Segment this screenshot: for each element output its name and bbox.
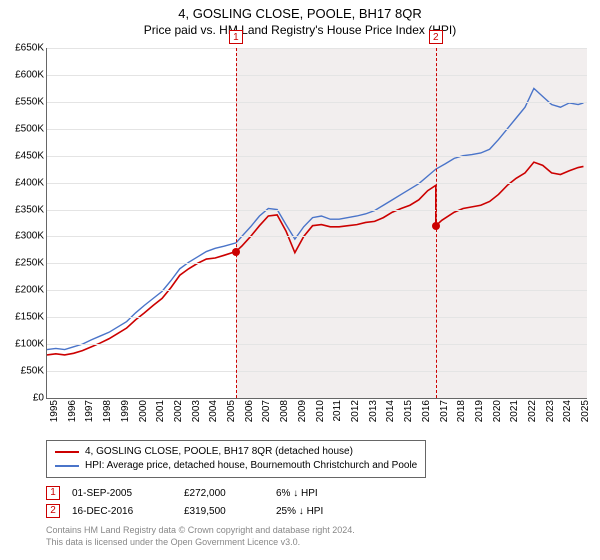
title-block: 4, GOSLING CLOSE, POOLE, BH17 8QR Price … — [0, 0, 600, 37]
y-axis-label: £350K — [4, 204, 44, 215]
sale-row: 2 16-DEC-2016 £319,500 25% ↓ HPI — [46, 502, 366, 520]
x-axis-label: 2019 — [474, 400, 485, 422]
series-hpi — [47, 88, 583, 349]
y-axis-label: £100K — [4, 339, 44, 350]
x-axis-label: 2005 — [226, 400, 237, 422]
x-axis-label: 2015 — [403, 400, 414, 422]
x-axis-label: 2016 — [421, 400, 432, 422]
gridline — [47, 156, 587, 157]
y-axis-label: £200K — [4, 285, 44, 296]
x-axis-label: 2018 — [456, 400, 467, 422]
gridline — [47, 129, 587, 130]
sale-row: 1 01-SEP-2005 £272,000 6% ↓ HPI — [46, 484, 366, 502]
x-axis-label: 2017 — [439, 400, 450, 422]
x-axis-label: 1997 — [84, 400, 95, 422]
y-axis-label: £50K — [4, 366, 44, 377]
y-axis-label: £450K — [4, 150, 44, 161]
chart-container: 4, GOSLING CLOSE, POOLE, BH17 8QR Price … — [0, 0, 600, 560]
gridline — [47, 48, 587, 49]
x-axis-label: 2012 — [350, 400, 361, 422]
series-price_paid — [47, 162, 583, 355]
marker-tag: 2 — [429, 30, 443, 44]
y-axis-label: £0 — [4, 393, 44, 404]
y-axis-label: £400K — [4, 177, 44, 188]
marker-dot — [232, 248, 240, 256]
chart-title: 4, GOSLING CLOSE, POOLE, BH17 8QR — [0, 6, 600, 21]
sale-date: 01-SEP-2005 — [72, 488, 172, 499]
footer-line: This data is licensed under the Open Gov… — [46, 536, 355, 548]
sale-tag: 2 — [46, 504, 60, 518]
sale-tag: 1 — [46, 486, 60, 500]
legend-item-price-paid: 4, GOSLING CLOSE, POOLE, BH17 8QR (detac… — [55, 445, 417, 459]
sales-table: 1 01-SEP-2005 £272,000 6% ↓ HPI 2 16-DEC-2016… — [46, 484, 366, 520]
x-axis-label: 2004 — [208, 400, 219, 422]
series-svg — [47, 48, 587, 398]
x-axis-label: 2022 — [527, 400, 538, 422]
x-axis-label: 2002 — [173, 400, 184, 422]
x-axis-label: 1998 — [102, 400, 113, 422]
x-axis-label: 2024 — [562, 400, 573, 422]
x-axis-label: 2010 — [315, 400, 326, 422]
gridline — [47, 102, 587, 103]
y-axis-label: £300K — [4, 231, 44, 242]
gridline — [47, 75, 587, 76]
x-axis-label: 2007 — [261, 400, 272, 422]
x-axis-label: 2023 — [545, 400, 556, 422]
y-axis-label: £550K — [4, 96, 44, 107]
legend-swatch — [55, 465, 79, 467]
x-axis-label: 1996 — [67, 400, 78, 422]
plot-area: 12 — [46, 48, 587, 399]
x-axis-label: 2008 — [279, 400, 290, 422]
sale-price: £272,000 — [184, 488, 264, 499]
marker-line — [236, 48, 237, 398]
legend-label: 4, GOSLING CLOSE, POOLE, BH17 8QR (detac… — [85, 445, 353, 459]
x-axis-label: 2013 — [368, 400, 379, 422]
gridline — [47, 236, 587, 237]
x-axis-label: 1999 — [120, 400, 131, 422]
gridline — [47, 317, 587, 318]
marker-tag: 1 — [229, 30, 243, 44]
x-axis-label: 2003 — [191, 400, 202, 422]
gridline — [47, 210, 587, 211]
y-axis-label: £250K — [4, 258, 44, 269]
sale-diff: 6% ↓ HPI — [276, 488, 366, 499]
legend-item-hpi: HPI: Average price, detached house, Bour… — [55, 459, 417, 473]
gridline — [47, 371, 587, 372]
legend-label: HPI: Average price, detached house, Bour… — [85, 459, 417, 473]
marker-dot — [432, 222, 440, 230]
x-axis-label: 2011 — [332, 400, 343, 422]
y-axis-label: £650K — [4, 43, 44, 54]
legend-swatch — [55, 451, 79, 453]
gridline — [47, 183, 587, 184]
sale-diff: 25% ↓ HPI — [276, 506, 366, 517]
x-axis-label: 2025 — [580, 400, 591, 422]
x-axis-label: 1995 — [49, 400, 60, 422]
x-axis-label: 2006 — [244, 400, 255, 422]
y-axis-label: £150K — [4, 312, 44, 323]
gridline — [47, 290, 587, 291]
x-axis-label: 2014 — [385, 400, 396, 422]
legend: 4, GOSLING CLOSE, POOLE, BH17 8QR (detac… — [46, 440, 426, 478]
x-axis-label: 2000 — [138, 400, 149, 422]
x-axis-label: 2001 — [155, 400, 166, 422]
y-axis-label: £500K — [4, 123, 44, 134]
footer-line: Contains HM Land Registry data © Crown c… — [46, 524, 355, 536]
sale-price: £319,500 — [184, 506, 264, 517]
x-axis-label: 2020 — [492, 400, 503, 422]
chart-subtitle: Price paid vs. HM Land Registry's House … — [0, 23, 600, 37]
x-axis-label: 2021 — [509, 400, 520, 422]
sale-date: 16-DEC-2016 — [72, 506, 172, 517]
x-axis-label: 2009 — [297, 400, 308, 422]
gridline — [47, 263, 587, 264]
y-axis-label: £600K — [4, 69, 44, 80]
gridline — [47, 344, 587, 345]
footer-note: Contains HM Land Registry data © Crown c… — [46, 524, 355, 548]
